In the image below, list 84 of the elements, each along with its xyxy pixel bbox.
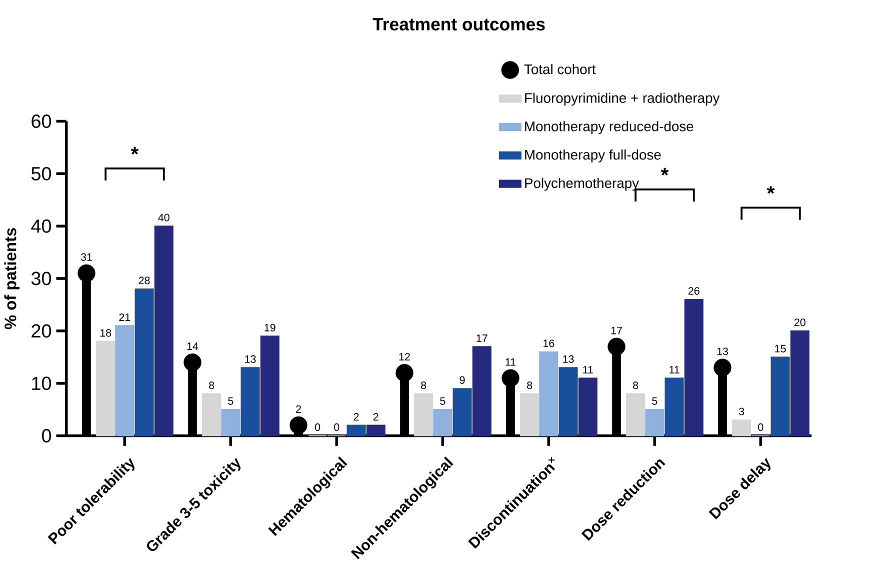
data-label: 8 <box>527 381 532 389</box>
data-label: 5 <box>652 397 658 405</box>
bar <box>414 393 434 436</box>
bar <box>202 393 222 436</box>
data-label: 11 <box>583 366 593 374</box>
data-label: 13 <box>717 347 728 356</box>
bar <box>366 424 386 436</box>
bar <box>732 419 752 436</box>
data-label: 19 <box>264 324 276 332</box>
data-label: 15 <box>775 344 786 352</box>
y-tick-label: 50 <box>31 166 52 180</box>
data-label: 13 <box>245 355 256 363</box>
point <box>714 358 732 376</box>
chart-title: Treatment outcomes <box>372 18 545 30</box>
bar <box>520 393 540 436</box>
data-label: 20 <box>794 318 806 326</box>
data-label: 26 <box>688 286 700 295</box>
bar <box>452 388 472 436</box>
legend-label: Monotherapy reduced-dose <box>525 120 694 134</box>
legend-label: Fluoropyrimidine + radiotherapy <box>525 92 720 106</box>
bar <box>539 351 558 436</box>
bar <box>472 346 492 436</box>
data-label: 0 <box>315 423 320 431</box>
bar <box>260 335 280 436</box>
data-label: 8 <box>421 381 426 389</box>
annotation: * <box>766 186 775 194</box>
data-label: 40 <box>158 214 170 222</box>
annotation: * <box>130 146 139 154</box>
data-label: 21 <box>119 313 130 321</box>
y-tick-label: 20 <box>32 324 52 338</box>
bar <box>115 324 134 436</box>
bar <box>154 225 174 436</box>
bar <box>221 408 240 436</box>
data-label: 8 <box>633 381 638 389</box>
data-label: 13 <box>563 355 574 363</box>
bar <box>770 356 790 436</box>
data-label: 3 <box>739 408 744 416</box>
data-label: 11 <box>670 366 680 374</box>
data-label: 17 <box>611 326 622 334</box>
bar <box>578 377 598 436</box>
legend-label: Total cohort <box>524 64 596 74</box>
annotation: * <box>660 168 669 176</box>
y-tick-label: 30 <box>31 272 52 286</box>
y-tick-label: 40 <box>31 219 52 233</box>
data-label: 2 <box>296 405 301 413</box>
bar <box>134 288 154 436</box>
data-label: 2 <box>354 412 359 420</box>
y-tick-label: 60 <box>32 114 52 128</box>
bar <box>790 330 810 436</box>
data-label: 16 <box>544 339 554 347</box>
y-tick-label: 0 <box>42 428 52 442</box>
y-tick-label: 10 <box>32 376 52 390</box>
y-axis-title: % of patients <box>4 228 20 329</box>
data-label: 17 <box>476 334 488 342</box>
data-label: 11 <box>506 358 516 366</box>
legend-label: Polychemotherapy <box>525 178 639 191</box>
bar <box>664 377 684 436</box>
data-label: 5 <box>440 397 446 405</box>
bar <box>626 393 646 436</box>
data-label: 2 <box>373 412 378 420</box>
data-label: 5 <box>228 397 234 405</box>
point <box>78 264 96 282</box>
point <box>502 369 520 387</box>
bar <box>96 340 116 436</box>
bar <box>645 408 664 436</box>
data-label: 12 <box>399 352 410 360</box>
data-label: 31 <box>80 253 92 261</box>
bar <box>558 366 578 436</box>
data-label: 0 <box>334 423 340 431</box>
legend-label: Monotherapy full-dose <box>525 149 661 162</box>
bar <box>433 408 452 436</box>
data-label: 28 <box>138 276 150 284</box>
data-label: 14 <box>187 342 198 350</box>
point <box>184 353 202 372</box>
bar <box>346 424 366 436</box>
point <box>290 416 308 434</box>
data-label: 8 <box>209 381 214 389</box>
point <box>396 364 414 382</box>
bar <box>684 298 704 436</box>
data-label: 0 <box>758 423 764 431</box>
data-label: 9 <box>460 376 465 384</box>
bar <box>240 366 260 436</box>
point <box>608 338 626 356</box>
data-label: 18 <box>100 328 112 337</box>
